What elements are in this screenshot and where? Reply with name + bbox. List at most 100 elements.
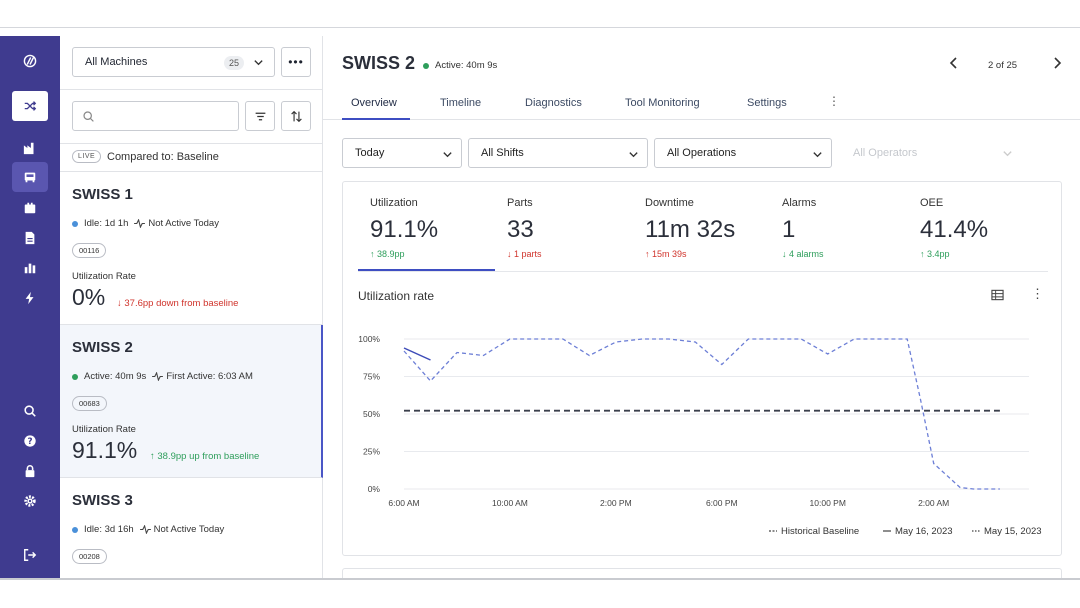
x-tick-label: 10:00 PM bbox=[810, 498, 846, 508]
machine-status: Idle: 1d 1h Not Active Today bbox=[72, 218, 219, 229]
series-line-may-15-2023 bbox=[403, 338, 1000, 490]
machine-card-swiss-1[interactable]: SWISS 1 Idle: 1d 1h Not Active Today 001… bbox=[60, 172, 323, 325]
status-dot bbox=[72, 220, 78, 227]
kpi-delta: ↓ 1 parts bbox=[507, 249, 542, 259]
search-input[interactable] bbox=[72, 101, 239, 131]
machine-card-swiss-3[interactable]: SWISS 3 Idle: 3d 16h Not Active Today 00… bbox=[60, 478, 323, 578]
kpi-oee[interactable]: OEE 41.4% ↑ 3.4pp bbox=[908, 182, 1045, 270]
app-window: ? All Machines 25 ••• LIVE Compared to: … bbox=[0, 27, 1080, 580]
chevron-down-icon bbox=[629, 152, 638, 158]
active-kpi-indicator bbox=[358, 269, 495, 271]
more-options-button[interactable]: ••• bbox=[281, 47, 311, 77]
gear-icon[interactable] bbox=[12, 486, 48, 516]
factory-icon[interactable] bbox=[12, 133, 48, 163]
nav-rail: ? bbox=[0, 36, 60, 578]
kpi-delta: ↑ 15m 39s bbox=[645, 249, 687, 259]
chevron-left-icon[interactable] bbox=[948, 57, 960, 69]
tab-overview[interactable]: Overview bbox=[351, 97, 397, 109]
machine-detail: SWISS 2 Active: 40m 9s 2 of 25 Overview … bbox=[323, 36, 1080, 578]
series-line-may-16-2023 bbox=[403, 347, 431, 361]
table-view-icon[interactable] bbox=[991, 289, 1004, 301]
kpi-label: Parts bbox=[507, 197, 533, 209]
operations-select[interactable]: All Operations bbox=[654, 138, 832, 168]
date-select[interactable]: Today bbox=[342, 138, 462, 168]
rate-delta: ↑ 38.9pp up from baseline bbox=[150, 451, 260, 462]
kpi-delta-text: 3.4pp bbox=[927, 249, 950, 259]
divider bbox=[60, 89, 323, 90]
status-text: Idle: 3d 16h bbox=[84, 524, 134, 535]
bolt-icon[interactable] bbox=[12, 283, 48, 313]
machines-icon[interactable] bbox=[12, 162, 48, 192]
logo-icon[interactable] bbox=[12, 46, 48, 76]
lock-icon[interactable] bbox=[12, 456, 48, 486]
machine-tag: 00208 bbox=[72, 549, 107, 564]
rate-delta-text: 38.9pp up from baseline bbox=[157, 451, 260, 462]
rate-value: 91.1% bbox=[72, 437, 138, 463]
machine-filter-select[interactable]: All Machines 25 bbox=[72, 47, 275, 77]
activity-text: Not Active Today bbox=[153, 524, 225, 535]
help-icon[interactable]: ? bbox=[12, 426, 48, 456]
tab-settings[interactable]: Settings bbox=[747, 97, 787, 109]
machine-status: Idle: 3d 16h Not Active Today bbox=[72, 524, 224, 535]
legend-label: Historical Baseline bbox=[781, 526, 859, 537]
ellipsis-icon: ••• bbox=[288, 55, 304, 69]
tab-tool-monitoring[interactable]: Tool Monitoring bbox=[625, 97, 700, 109]
compared-to-label: Compared to: Baseline bbox=[107, 151, 219, 163]
kpi-value: 11m 32s bbox=[645, 216, 736, 243]
kpi-value: 41.4% bbox=[920, 216, 989, 243]
kpi-value: 91.1% bbox=[370, 216, 439, 243]
page-title: SWISS 2 bbox=[342, 53, 416, 73]
search-icon bbox=[83, 111, 94, 122]
sort-button[interactable] bbox=[281, 101, 311, 131]
y-tick-label: 75% bbox=[363, 372, 380, 382]
kpi-delta: ↑ 38.9pp bbox=[370, 249, 405, 259]
machine-status: Active: 40m 9s First Active: 6:03 AM bbox=[72, 371, 253, 382]
kpi-parts[interactable]: Parts 33 ↓ 1 parts bbox=[495, 182, 632, 270]
machine-card-swiss-2[interactable]: SWISS 2 Active: 40m 9s First Active: 6:0… bbox=[60, 325, 323, 478]
kpi-value: 33 bbox=[507, 216, 534, 243]
kpi-delta-text: 1 parts bbox=[514, 249, 542, 259]
status-text: Active: 40m 9s bbox=[435, 60, 498, 71]
kpi-label: OEE bbox=[920, 197, 944, 209]
operators-select: All Operators bbox=[841, 138, 1021, 168]
machine-name: SWISS 2 bbox=[72, 339, 133, 356]
y-tick-label: 100% bbox=[358, 334, 380, 344]
kpi-delta: ↑ 3.4pp bbox=[920, 249, 950, 259]
search-icon[interactable] bbox=[12, 396, 48, 426]
pulse-icon bbox=[139, 525, 151, 534]
chevron-right-icon[interactable] bbox=[1051, 57, 1063, 69]
operations-select-value: All Operations bbox=[667, 147, 737, 159]
shifts-select[interactable]: All Shifts bbox=[468, 138, 648, 168]
kpi-label: Downtime bbox=[645, 197, 694, 209]
status-text: Idle: 1d 1h bbox=[84, 218, 129, 229]
tab-timeline[interactable]: Timeline bbox=[440, 97, 482, 109]
rate-label: Utilization Rate bbox=[72, 271, 136, 282]
kpi-downtime[interactable]: Downtime 11m 32s ↑ 15m 39s bbox=[633, 182, 770, 270]
shuffle-icon[interactable] bbox=[12, 91, 48, 121]
kpi-delta-text: 15m 39s bbox=[652, 249, 687, 259]
logout-icon[interactable] bbox=[12, 540, 48, 570]
kpi-label: Alarms bbox=[782, 197, 817, 209]
tab-diagnostics[interactable]: Diagnostics bbox=[525, 97, 582, 109]
activity-text: Not Active Today bbox=[148, 218, 219, 229]
next-panel bbox=[342, 568, 1062, 578]
y-tick-label: 0% bbox=[368, 484, 381, 494]
divider bbox=[60, 143, 323, 144]
x-tick-label: 6:00 PM bbox=[706, 498, 738, 508]
chart-menu-icon[interactable]: ⋮ bbox=[1031, 286, 1044, 301]
report-icon[interactable] bbox=[12, 223, 48, 253]
filter-button[interactable] bbox=[245, 101, 275, 131]
operators-select-value: All Operators bbox=[853, 147, 918, 159]
kpi-label: Utilization bbox=[370, 197, 418, 209]
machine-name: SWISS 1 bbox=[72, 186, 133, 203]
machine-filter-label: All Machines bbox=[85, 56, 148, 68]
calendar-icon[interactable] bbox=[12, 193, 48, 223]
pager-text: 2 of 25 bbox=[988, 60, 1018, 71]
kpi-alarms[interactable]: Alarms 1 ↓ 4 alarms bbox=[770, 182, 907, 270]
more-tabs-icon[interactable]: ⋮ bbox=[828, 94, 840, 108]
analytics-icon[interactable] bbox=[12, 253, 48, 283]
chevron-down-icon bbox=[254, 60, 263, 66]
y-tick-label: 50% bbox=[363, 409, 380, 419]
kpi-utilization[interactable]: Utilization 91.1% ↑ 38.9pp bbox=[358, 182, 495, 270]
machine-list-panel: All Machines 25 ••• LIVE Compared to: Ba… bbox=[60, 36, 323, 578]
